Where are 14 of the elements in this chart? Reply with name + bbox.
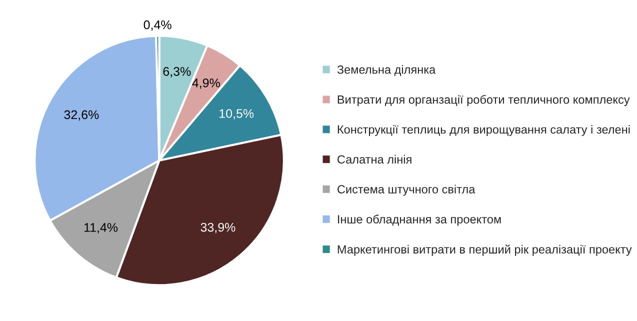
data-label: 11,4% xyxy=(84,223,118,234)
legend-label: Система штучного світла xyxy=(338,184,476,196)
data-label: 33,9% xyxy=(200,222,236,234)
data-label: 32,6% xyxy=(64,110,99,121)
legend-label: Земельна ділянка xyxy=(337,65,436,76)
legend-label: Маркетингові витрати в перший рік реалізації проекту xyxy=(338,244,632,256)
legend-label: Салатна лінія xyxy=(338,154,412,164)
data-label: 0,4% xyxy=(144,20,172,31)
legend-label: Інше обладнання за проектом xyxy=(338,214,501,226)
data-label: 10,5% xyxy=(220,109,254,120)
data-label: 6,3% xyxy=(163,67,191,78)
legend-label: Витрати для органзації роботи тепличного комплексу xyxy=(338,95,630,106)
data-label: 4,9% xyxy=(192,78,220,89)
legend-label: Конструкції теплиць для вирощування салату і зелені xyxy=(338,125,630,136)
